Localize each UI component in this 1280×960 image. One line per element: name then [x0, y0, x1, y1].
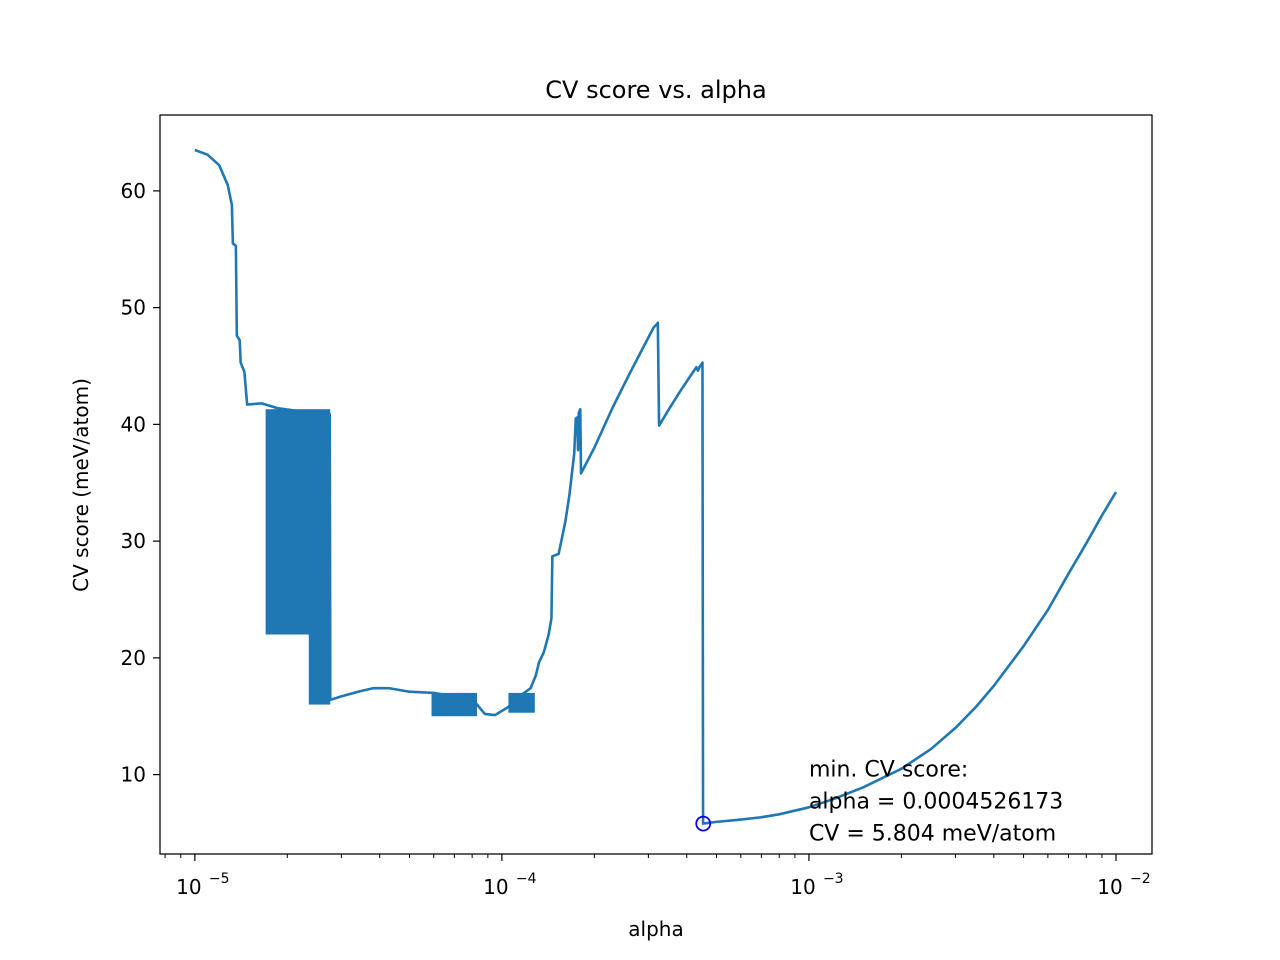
oscillation-band	[265, 409, 331, 635]
x-tick-exponent: −5	[209, 871, 230, 887]
y-tick-label: 40	[121, 412, 146, 436]
x-tick-label: 10	[1097, 875, 1122, 899]
plot-frame	[159, 114, 1153, 855]
marker-group	[695, 815, 712, 832]
x-tick-exponent: −4	[516, 871, 537, 887]
y-tick-label: 50	[121, 296, 146, 320]
x-tick-exponent: −2	[1130, 871, 1151, 887]
annotation-line: alpha = 0.0004526173	[809, 790, 1063, 815]
x-tick-exponent: −3	[823, 871, 844, 887]
annotation-line: CV = 5.804 meV/atom	[809, 822, 1056, 847]
x-tick-label: 10	[483, 875, 508, 899]
oscillation-band	[308, 634, 331, 705]
y-tick-label: 30	[121, 529, 146, 553]
series-line	[194, 148, 1118, 825]
y-tick-label: 60	[121, 179, 146, 203]
y-tick-label: 20	[121, 646, 146, 670]
chart-title: CV score vs. alpha	[545, 76, 766, 104]
min-cv-marker	[695, 815, 712, 832]
min-cv-annotation: min. CV score: alpha = 0.0004526173 CV = 5…	[809, 758, 1063, 847]
x-axis: 10 −5 10 −4 10 −3 10 −2	[164, 854, 1151, 899]
y-axis-label: CV score (meV/atom)	[69, 378, 93, 592]
x-tick-label: 10	[790, 875, 815, 899]
annotation-line: min. CV score:	[809, 758, 968, 783]
series-group	[194, 148, 1118, 825]
x-axis-label: alpha	[628, 917, 683, 941]
oscillation-band	[508, 692, 535, 713]
x-tick-label: 10	[176, 875, 201, 899]
y-axis: 10 20 30 40 50 60	[121, 179, 160, 787]
y-tick-label: 10	[121, 763, 146, 787]
